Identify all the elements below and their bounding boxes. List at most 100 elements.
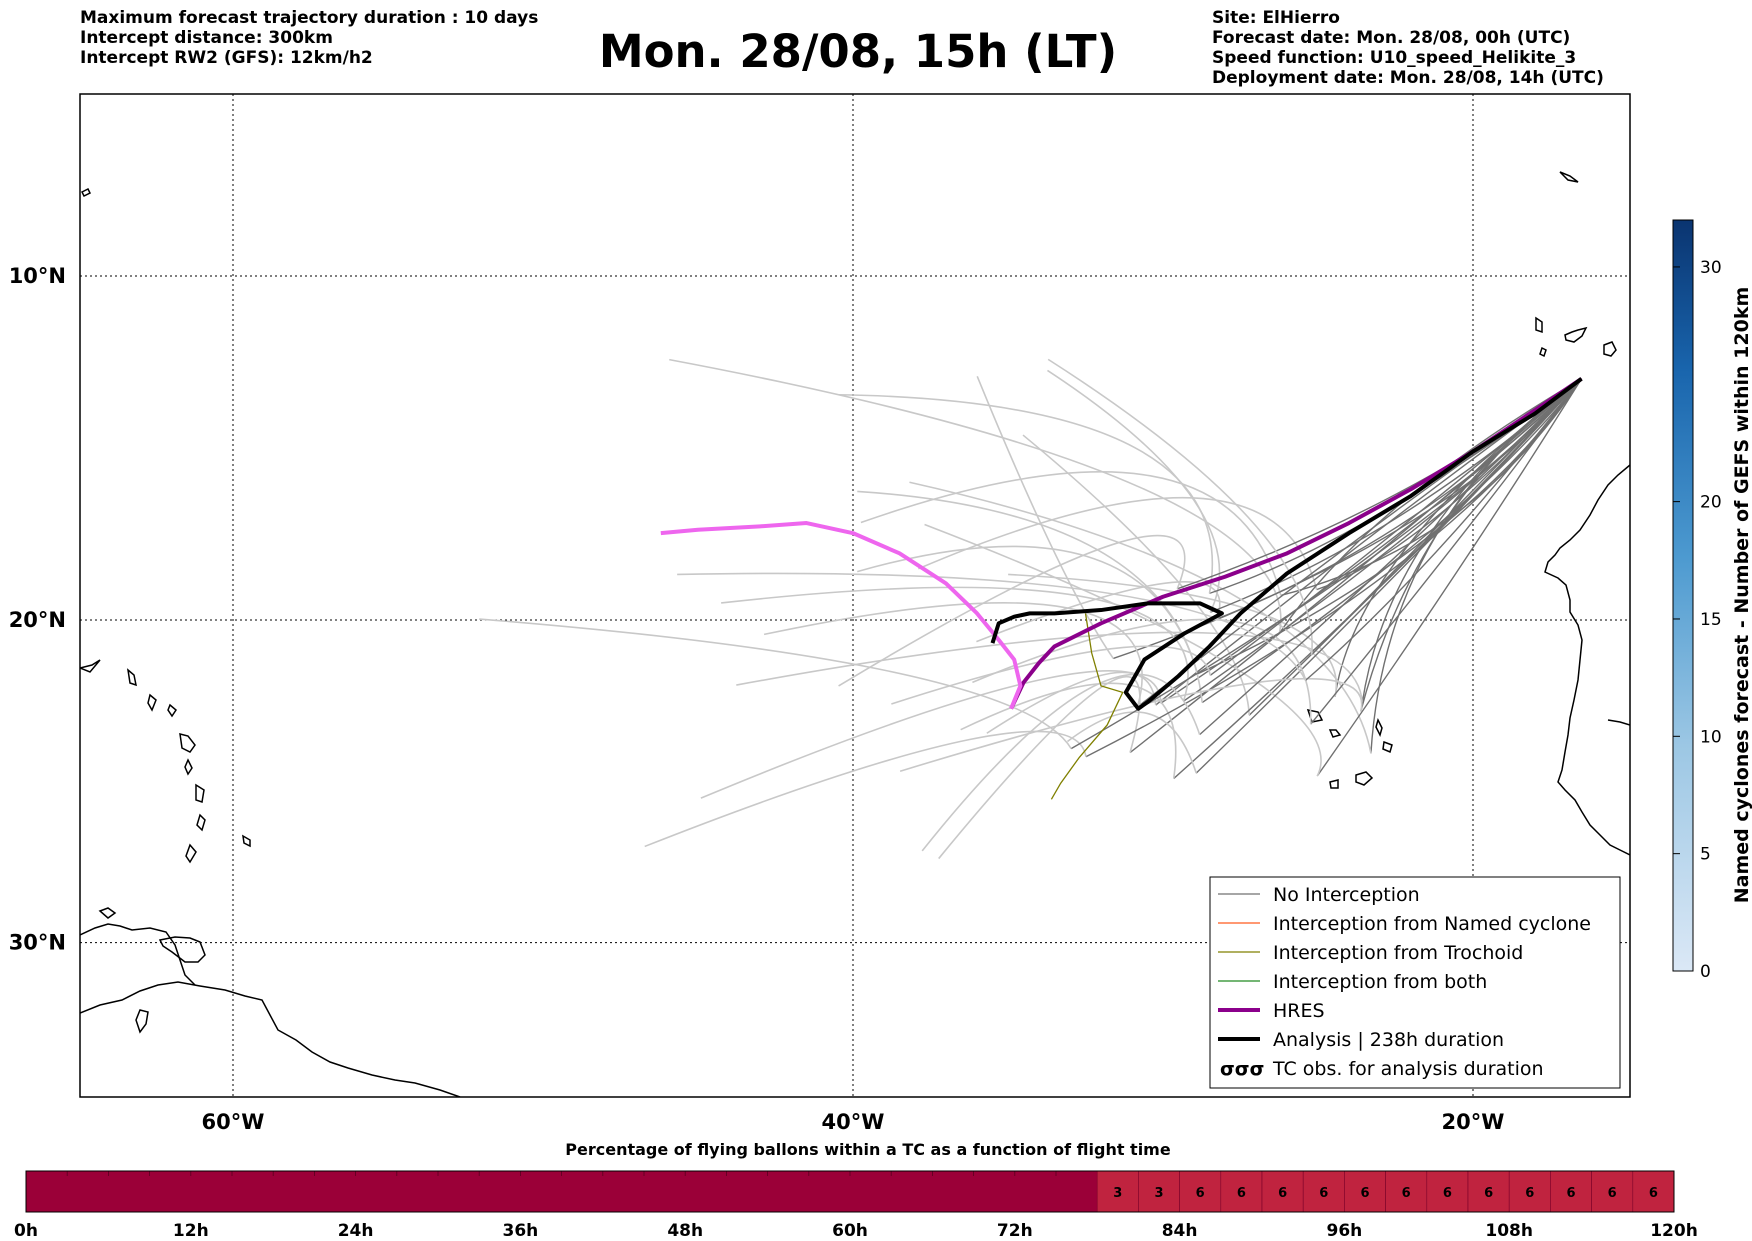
analysis-track — [990, 377, 1583, 711]
legend-item: No Interception — [1218, 884, 1420, 906]
colorbar-tick-label: 15 — [1700, 610, 1722, 630]
island-madeira — [1559, 171, 1579, 183]
island-capeverde-3 — [1375, 717, 1383, 738]
coast-africa — [1544, 464, 1630, 856]
time-bar-value: 3 — [1154, 1186, 1163, 1201]
time-bar-cell — [1426, 1170, 1469, 1213]
time-bar-tick-label: 120h — [1650, 1221, 1698, 1241]
island-capeverde-4 — [1382, 740, 1393, 754]
ensemble-tracks — [479, 358, 1583, 860]
island-capeverde-6 — [1329, 779, 1339, 789]
time-bar-cell — [1508, 1170, 1551, 1213]
coast-africa-cape — [1607, 719, 1630, 726]
longitude-label: 40°W — [822, 1110, 885, 1134]
header-intercept-distance: Intercept distance: 300km — [80, 28, 333, 48]
time-bar-value: 6 — [1360, 1186, 1369, 1201]
latitude-labels: 30°N 20°N 10°N — [9, 264, 66, 955]
main-title-text: Mon. 28/08, 15h (LT) — [598, 25, 1118, 78]
time-bar-cell — [1632, 1170, 1675, 1213]
time-bar-value: 6 — [1402, 1186, 1411, 1201]
ensemble-track-late — [921, 673, 1201, 852]
time-bar-value: 6 — [1278, 1186, 1287, 1201]
ensemble-track-early — [1316, 378, 1583, 777]
latitude-label: 30°N — [9, 931, 66, 955]
legend-label: Analysis | 238h duration — [1273, 1029, 1504, 1051]
island-antilles-7 — [196, 813, 206, 832]
latitude-label: 10°N — [9, 264, 66, 288]
colorbar-tick-label: 30 — [1700, 258, 1722, 278]
ensemble-track-late — [700, 670, 1162, 799]
time-bar-tick-label: 48h — [667, 1221, 703, 1241]
legend: No Interception Interception from Named c… — [1209, 876, 1621, 1089]
ensemble-track-late — [986, 671, 1157, 734]
colorbar-tick-label: 20 — [1700, 493, 1722, 513]
island-canary-1 — [1535, 316, 1543, 334]
time-bar-value: 6 — [1237, 1186, 1246, 1201]
ensemble-track-early — [1310, 378, 1583, 725]
legend-label: Interception from both — [1273, 971, 1487, 993]
time-bar-cell-empty — [26, 1171, 1098, 1212]
legend-label: Interception from Named cyclone — [1273, 913, 1591, 935]
island-antilles-2 — [147, 693, 157, 712]
island-antilles-3 — [167, 703, 177, 718]
ensemble-track-late — [1047, 369, 1221, 613]
legend-item: Analysis | 238h duration — [1218, 1029, 1504, 1051]
island-small-1 — [98, 907, 117, 919]
colorbar-tick-label: 10 — [1700, 727, 1722, 747]
header-right: Site: ElHierro Forecast date: Mon. 28/08… — [1212, 8, 1604, 88]
latitude-label: 20°N — [9, 608, 66, 632]
ensemble-track-early — [1209, 378, 1582, 676]
ensemble-track-late — [677, 572, 1307, 681]
island-antilles-1 — [126, 668, 137, 687]
time-bar-cell — [1220, 1170, 1263, 1213]
island-antilles-6 — [195, 783, 205, 803]
time-bar-tick-label: 108h — [1485, 1221, 1533, 1241]
legend-item: HRES — [1218, 1000, 1325, 1022]
legend-item: Interception from Named cyclone — [1218, 913, 1591, 935]
legend-label: TC obs. for analysis duration — [1272, 1058, 1544, 1080]
island-capeverde-5 — [1355, 771, 1374, 786]
island-small-4 — [80, 187, 92, 198]
time-bar-cell — [1096, 1170, 1139, 1213]
legend-label: Interception from Trochoid — [1273, 942, 1523, 964]
time-bar-cell — [1261, 1170, 1304, 1213]
legend-item: Interception from both — [1218, 971, 1487, 993]
time-bar-cell — [1138, 1170, 1180, 1213]
legend-item: Interception from Trochoid — [1218, 942, 1523, 964]
time-bar: Percentage of flying ballons within a TC… — [14, 1140, 1698, 1241]
legend-frame — [1209, 876, 1621, 1089]
header-left: Maximum forecast trajectory duration : 1… — [80, 8, 538, 68]
colorbar: 0 5 10 15 20 30 Named cyclones forecast - Num… — [1672, 219, 1752, 982]
ensemble-track-late — [644, 730, 1087, 848]
coast-trinidad — [158, 936, 206, 963]
time-bar-cell — [1591, 1170, 1634, 1213]
time-bar-value: 6 — [1484, 1186, 1493, 1201]
coastlines — [80, 171, 1630, 1097]
island-canary-4 — [1539, 346, 1547, 358]
island-antilles-4 — [179, 733, 196, 753]
header-duration: Maximum forecast trajectory duration : 1… — [80, 8, 539, 28]
time-bar-value: 6 — [1649, 1186, 1658, 1201]
time-bar-tick-label: 60h — [832, 1221, 868, 1241]
time-bar-tick-label: 0h — [14, 1221, 38, 1241]
time-bar-tick-label: 12h — [173, 1221, 209, 1241]
main-tracks — [660, 377, 1583, 711]
island-antilles-5 — [184, 758, 193, 776]
time-bar-value: 6 — [1443, 1186, 1452, 1201]
time-bar-title: Percentage of flying ballons within a TC… — [565, 1140, 1171, 1159]
ensemble-track-late — [857, 490, 1203, 703]
island-canary-3 — [1603, 341, 1617, 357]
ensemble-track-late — [976, 581, 1221, 643]
time-bar-value: 6 — [1608, 1186, 1617, 1201]
ensemble-track-late — [1022, 434, 1250, 716]
island-small-3 — [80, 659, 101, 673]
header-site: Site: ElHierro — [1212, 8, 1340, 28]
island-small-2 — [135, 1009, 149, 1034]
ensemble-track-late — [721, 586, 1189, 702]
ensemble-track-early — [1201, 378, 1583, 704]
header-deployment-date: Deployment date: Mon. 28/08, 14h (UTC) — [1212, 68, 1604, 88]
ensemble-track-late — [1008, 573, 1338, 697]
time-bar-value: 6 — [1525, 1186, 1534, 1201]
time-bar-tick-label: 84h — [1162, 1221, 1198, 1241]
header-forecast-date: Forecast date: Mon. 28/08, 00h (UTC) — [1212, 28, 1571, 48]
